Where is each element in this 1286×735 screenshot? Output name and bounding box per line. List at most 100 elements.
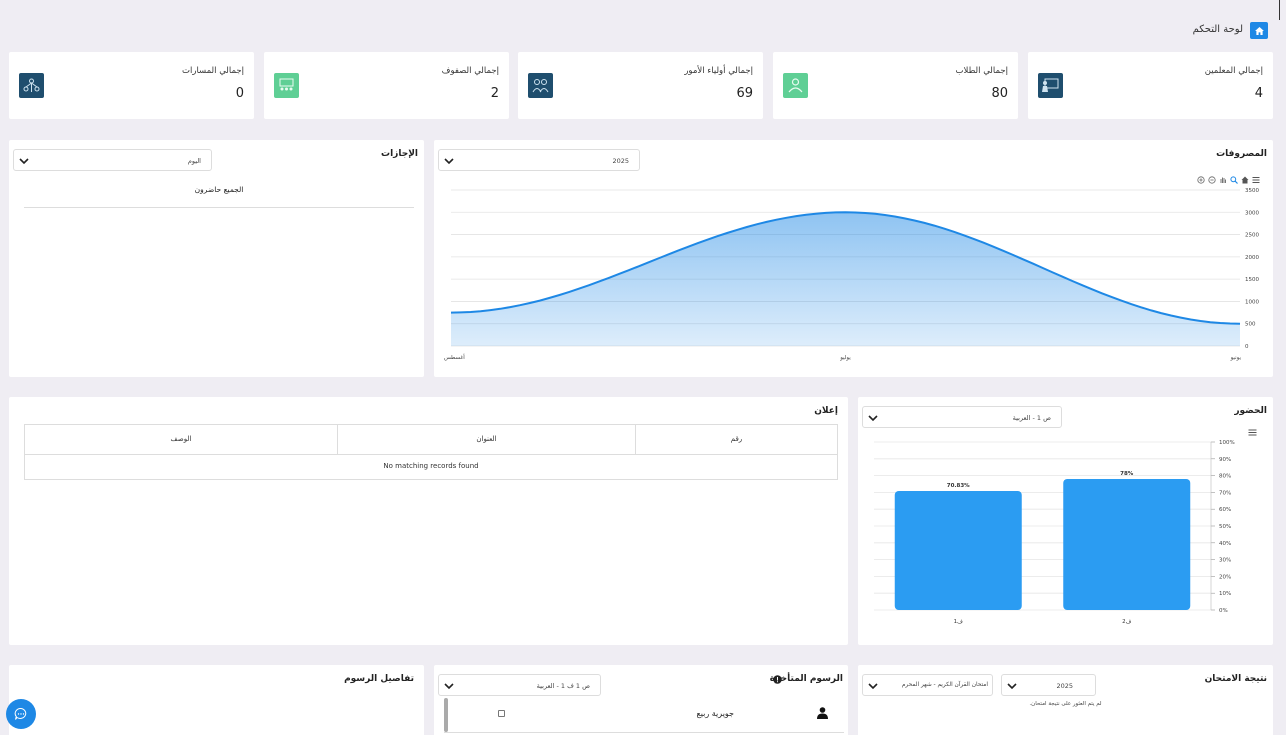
zoom-out-icon[interactable] bbox=[1208, 176, 1216, 184]
y-tick-label: 0% bbox=[1219, 608, 1228, 614]
divider bbox=[635, 425, 636, 454]
divider bbox=[25, 454, 837, 455]
stat-value: 69 bbox=[736, 86, 753, 101]
leaves-title: الإجازات bbox=[381, 149, 418, 159]
exam-empty-message: لم يتم العثور على نتيجة امتحان. bbox=[1029, 701, 1102, 707]
y-tick-label: 20% bbox=[1219, 574, 1231, 580]
y-tick-label: 2000 bbox=[1245, 255, 1259, 261]
y-tick-label: 100% bbox=[1219, 440, 1235, 446]
chart-toolbar bbox=[1197, 176, 1260, 184]
chat-icon bbox=[14, 707, 27, 720]
chevron-down-icon bbox=[19, 158, 29, 165]
exam-result-title: نتيجة الامتحان bbox=[1204, 674, 1267, 684]
info-icon[interactable] bbox=[773, 675, 782, 684]
y-tick-label: 40% bbox=[1219, 541, 1231, 547]
leaves-message: الجميع حاضرون bbox=[194, 185, 244, 194]
zoom-icon[interactable] bbox=[1230, 176, 1238, 184]
zoom-in-icon[interactable] bbox=[1197, 176, 1205, 184]
pan-icon[interactable] bbox=[1219, 176, 1227, 184]
chevron-down-icon bbox=[444, 683, 454, 690]
stat-card-classes[interactable]: إجمالي الصفوف 2 bbox=[264, 52, 509, 119]
divider bbox=[24, 207, 414, 208]
page-title: لوحة التحكم bbox=[1192, 24, 1243, 35]
y-tick-label: 70% bbox=[1219, 490, 1231, 496]
y-tick-label: 1500 bbox=[1245, 277, 1259, 283]
y-tick-label: 30% bbox=[1219, 558, 1231, 564]
bar-value-label: 78% bbox=[1120, 471, 1134, 477]
late-fees-class-select[interactable]: ص 1 ف 1 - العربية bbox=[438, 674, 601, 696]
chevron-down-icon bbox=[444, 158, 454, 165]
empty-table-message: No matching records found bbox=[383, 462, 479, 470]
list-item[interactable]: جويرية ربيع bbox=[444, 698, 844, 730]
announcement-table: رقم العنوان الوصف No matching records fo… bbox=[24, 424, 838, 480]
bar bbox=[1063, 478, 1191, 610]
chevron-down-icon bbox=[868, 683, 878, 690]
exam-result-card: نتيجة الامتحان 2025 امتحان القرآن الكريم… bbox=[858, 665, 1273, 735]
exam-select[interactable]: امتحان القرآن الكريم - شهر المحرم bbox=[862, 674, 993, 696]
y-tick-label: 90% bbox=[1219, 457, 1231, 463]
y-tick-label: 2500 bbox=[1245, 233, 1259, 239]
attendance-card: الحضور ص 1 - العربية 100% 90% 80% 70% 60% 50%… bbox=[858, 397, 1273, 645]
fee-details-card: تفاصيل الرسوم bbox=[9, 665, 424, 735]
attendance-chart: 100% 90% 80% 70% 60% 50% 40% 30% 20% 10% 0% 78% ف2 70… bbox=[874, 440, 1235, 625]
attendance-class-select[interactable]: ص 1 - العربية bbox=[862, 406, 1062, 428]
stat-value: 0 bbox=[235, 86, 244, 101]
tracks-icon bbox=[19, 73, 44, 98]
home-icon[interactable] bbox=[1241, 176, 1249, 184]
column-header-description[interactable]: الوصف bbox=[170, 435, 192, 443]
x-tick-label: أغسطس bbox=[444, 353, 465, 361]
teacher-icon bbox=[1038, 73, 1063, 98]
x-tick-label: ف2 bbox=[1122, 619, 1132, 625]
bar bbox=[894, 491, 1022, 610]
column-header-number[interactable]: رقم bbox=[730, 435, 743, 443]
y-tick-label: 80% bbox=[1219, 474, 1231, 480]
window-edge bbox=[1279, 0, 1280, 20]
divider bbox=[337, 425, 338, 454]
expenses-card: المصروفات 2025 3500 3000 2500 2000 1500 1000 5… bbox=[434, 140, 1273, 377]
stat-label: إجمالي أولياء الأمور bbox=[684, 66, 753, 76]
divider bbox=[444, 732, 844, 733]
scrollbar[interactable] bbox=[444, 698, 448, 732]
late-fees-card: الرسوم المتأخرة ص 1 ف 1 - العربية جويرية… bbox=[434, 665, 848, 735]
stat-label: إجمالي المسارات bbox=[181, 66, 244, 76]
late-fees-title: الرسوم المتأخرة bbox=[769, 674, 843, 684]
stat-label: إجمالي الطلاب bbox=[955, 66, 1009, 76]
y-tick-label: 3500 bbox=[1245, 188, 1259, 194]
stat-label: إجمالي المعلمين bbox=[1204, 66, 1263, 76]
exam-year-select[interactable]: 2025 bbox=[1001, 674, 1096, 696]
chevron-down-icon bbox=[868, 415, 878, 422]
expenses-year-select[interactable]: 2025 bbox=[438, 149, 640, 171]
checkbox[interactable] bbox=[498, 710, 505, 717]
chevron-down-icon bbox=[1007, 683, 1017, 690]
stat-card-teachers[interactable]: إجمالي المعلمين 4 bbox=[1028, 52, 1273, 119]
stat-label: إجمالي الصفوف bbox=[441, 66, 499, 76]
parents-icon bbox=[528, 73, 553, 98]
menu-icon[interactable] bbox=[1248, 429, 1257, 436]
leaves-period-select[interactable]: اليوم bbox=[13, 149, 212, 171]
home-button[interactable] bbox=[1250, 22, 1268, 39]
attendance-title: الحضور bbox=[1234, 406, 1267, 416]
user-icon bbox=[817, 707, 828, 719]
stat-value: 80 bbox=[991, 86, 1008, 101]
stat-card-tracks[interactable]: إجمالي المسارات 0 bbox=[9, 52, 254, 119]
y-tick-label: 3000 bbox=[1245, 210, 1259, 216]
student-name: جويرية ربيع bbox=[696, 709, 734, 718]
y-tick-label: 0 bbox=[1245, 344, 1249, 350]
x-tick-label: يوليو bbox=[839, 355, 851, 361]
column-header-title[interactable]: العنوان bbox=[476, 435, 497, 443]
leaves-card: الإجازات اليوم الجميع حاضرون bbox=[9, 140, 424, 377]
fee-details-title: تفاصيل الرسوم bbox=[344, 674, 414, 684]
menu-icon[interactable] bbox=[1252, 176, 1260, 184]
stat-card-students[interactable]: إجمالي الطلاب 80 bbox=[773, 52, 1018, 119]
area-fill bbox=[451, 212, 1240, 346]
classroom-icon bbox=[274, 73, 299, 98]
y-tick-label: 60% bbox=[1219, 507, 1231, 513]
y-tick-label: 50% bbox=[1219, 524, 1231, 530]
y-tick-label: 10% bbox=[1219, 591, 1231, 597]
bar-value-label: 70.83% bbox=[947, 483, 970, 489]
x-tick-label: ف1 bbox=[954, 619, 964, 625]
home-icon bbox=[1254, 26, 1264, 35]
chat-button[interactable] bbox=[6, 699, 36, 729]
stat-card-parents[interactable]: إجمالي أولياء الأمور 69 bbox=[518, 52, 763, 119]
stat-value: 2 bbox=[490, 86, 499, 101]
